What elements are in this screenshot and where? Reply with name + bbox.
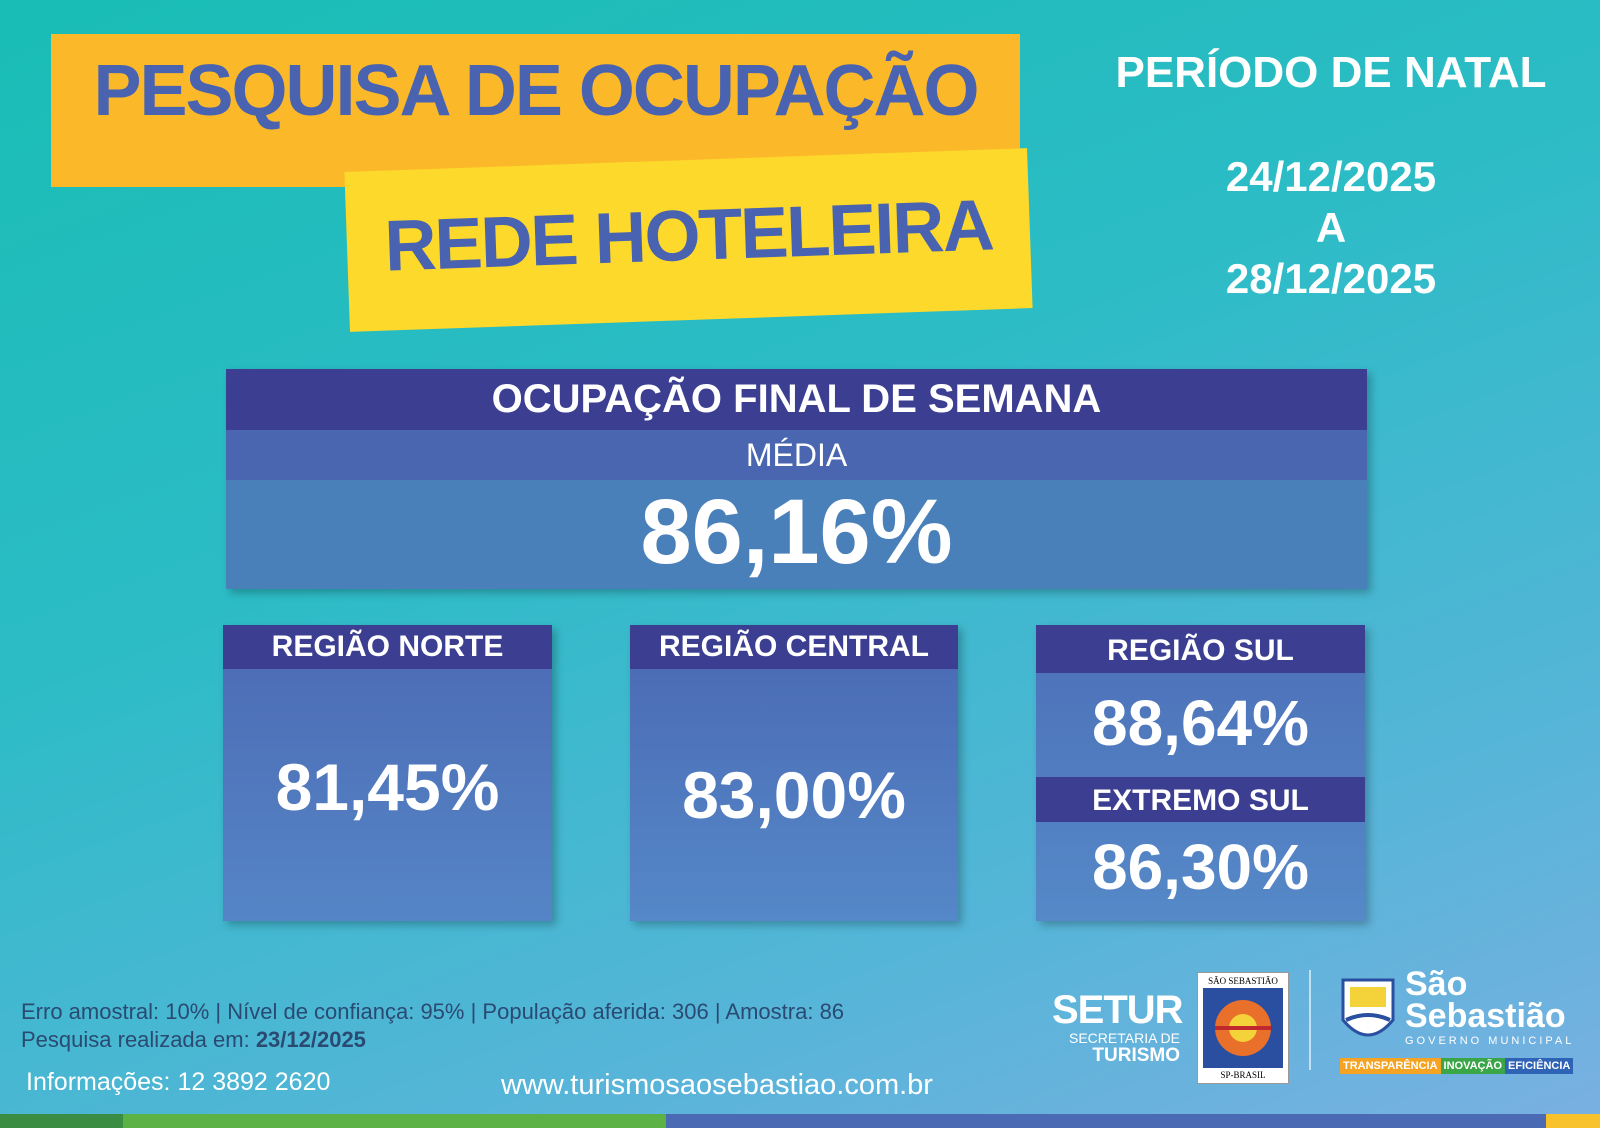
city-crest <box>1341 978 1395 1037</box>
website: www.turismosaosebastiao.com.br <box>501 1069 933 1101</box>
region-value: 88,64% <box>1091 687 1310 759</box>
region-name: REGIÃO SUL <box>1036 625 1365 673</box>
date-separator: A <box>1315 204 1347 251</box>
region-value: 86,30% <box>1091 831 1310 903</box>
summary-box: OCUPAÇÃO FINAL DE SEMANA MÉDIA 86,16% <box>226 369 1367 589</box>
city-name: Sebastião <box>1405 997 1566 1035</box>
setur-logo: SETUR <box>1052 988 1184 1032</box>
tag: EFICIÊNCIA <box>1505 1058 1574 1074</box>
tag: INOVAÇÃO <box>1440 1058 1505 1074</box>
title-line1: PESQUISA DE OCUPAÇÃO <box>93 51 979 131</box>
city-sub: GOVERNO MUNICIPAL <box>1405 1035 1575 1047</box>
seal: SÃO SEBASTIÃO SP-BRASIL <box>1197 972 1289 1084</box>
methodology: Erro amostral: 10% | Nível de confiança:… <box>21 999 845 1024</box>
divider <box>1309 970 1311 1070</box>
seal-top: SÃO SEBASTIÃO <box>1208 976 1278 986</box>
region-south: REGIÃO SUL 88,64% EXTREMO SUL 86,30% <box>1036 625 1365 921</box>
setur-sub: TURISMO <box>1092 1045 1180 1066</box>
date-end: 28/12/2025 <box>1225 255 1437 302</box>
region-value: 83,00% <box>682 758 906 832</box>
region-north: REGIÃO NORTE 81,45% <box>223 625 552 921</box>
region-name: REGIÃO NORTE <box>223 625 552 669</box>
summary-label: MÉDIA <box>226 430 1367 480</box>
tag: TRANSPARÊNCIA <box>1340 1058 1441 1074</box>
date-start: 24/12/2025 <box>1225 153 1437 200</box>
tags: TRANSPARÊNCIA INOVAÇÃO EFICIÊNCIA <box>1340 1058 1574 1074</box>
info: Informações: 12 3892 2620 <box>26 1068 331 1096</box>
survey-line: Pesquisa realizada em: 23/12/2025 <box>21 1027 366 1053</box>
period: PERÍODO DE NATAL <box>1115 48 1547 97</box>
region-central: REGIÃO CENTRAL 83,00% <box>630 625 958 921</box>
bottom-stripe <box>0 1114 1600 1128</box>
survey-label: Pesquisa realizada em: <box>21 1027 250 1052</box>
seal-bottom: SP-BRASIL <box>1220 1070 1266 1080</box>
region-name: REGIÃO CENTRAL <box>630 625 958 669</box>
region-name: EXTREMO SUL <box>1036 777 1365 822</box>
region-value: 81,45% <box>275 750 500 824</box>
summary-title: OCUPAÇÃO FINAL DE SEMANA <box>226 369 1367 430</box>
setur-sub: SECRETARIA DE <box>1069 1030 1180 1046</box>
summary-value: 86,16% <box>226 480 1367 589</box>
survey-date: 23/12/2025 <box>255 1027 366 1052</box>
city-name: São <box>1405 965 1468 1003</box>
seal-icon <box>1203 988 1283 1068</box>
